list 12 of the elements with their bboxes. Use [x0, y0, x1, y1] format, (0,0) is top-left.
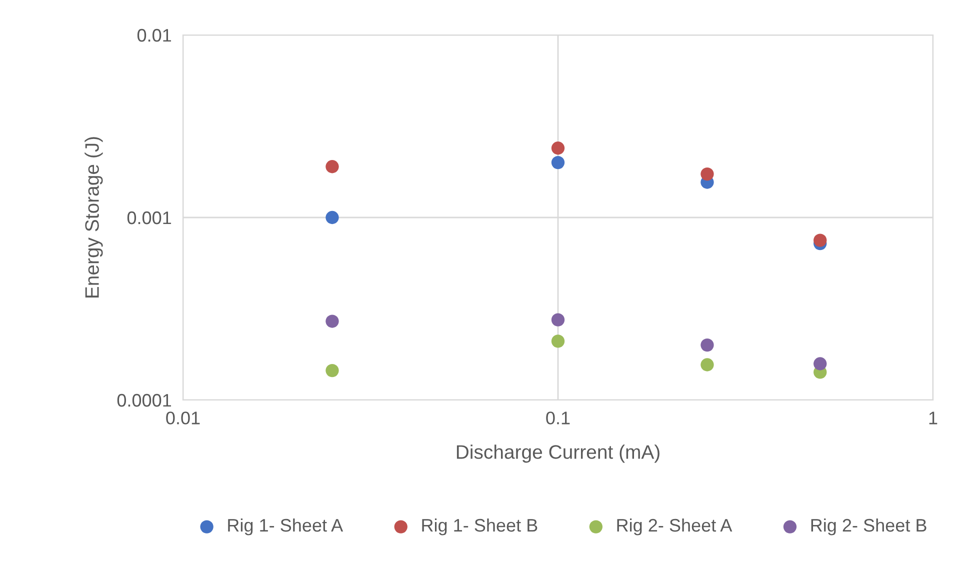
- legend-label: Rig 1- Sheet A: [228, 518, 344, 536]
- legend-label: Rig 2- Sheet A: [617, 518, 732, 536]
- y-axis-title: Energy Storage (J): [84, 137, 103, 298]
- y-tick-label: 0.01: [137, 28, 172, 42]
- x-axis-title: Discharge Current (mA): [456, 444, 660, 463]
- y-tick-label: 0.0001: [117, 394, 172, 407]
- y-tick-label: 0.001: [127, 211, 172, 224]
- x-tick-label: 1: [929, 412, 938, 424]
- legend-label: Rig 1- Sheet B: [422, 518, 538, 536]
- legend-label: Rig 2- Sheet B: [811, 518, 926, 536]
- x-tick-label: 0.01: [166, 412, 200, 424]
- x-tick-label: 0.1: [546, 412, 570, 424]
